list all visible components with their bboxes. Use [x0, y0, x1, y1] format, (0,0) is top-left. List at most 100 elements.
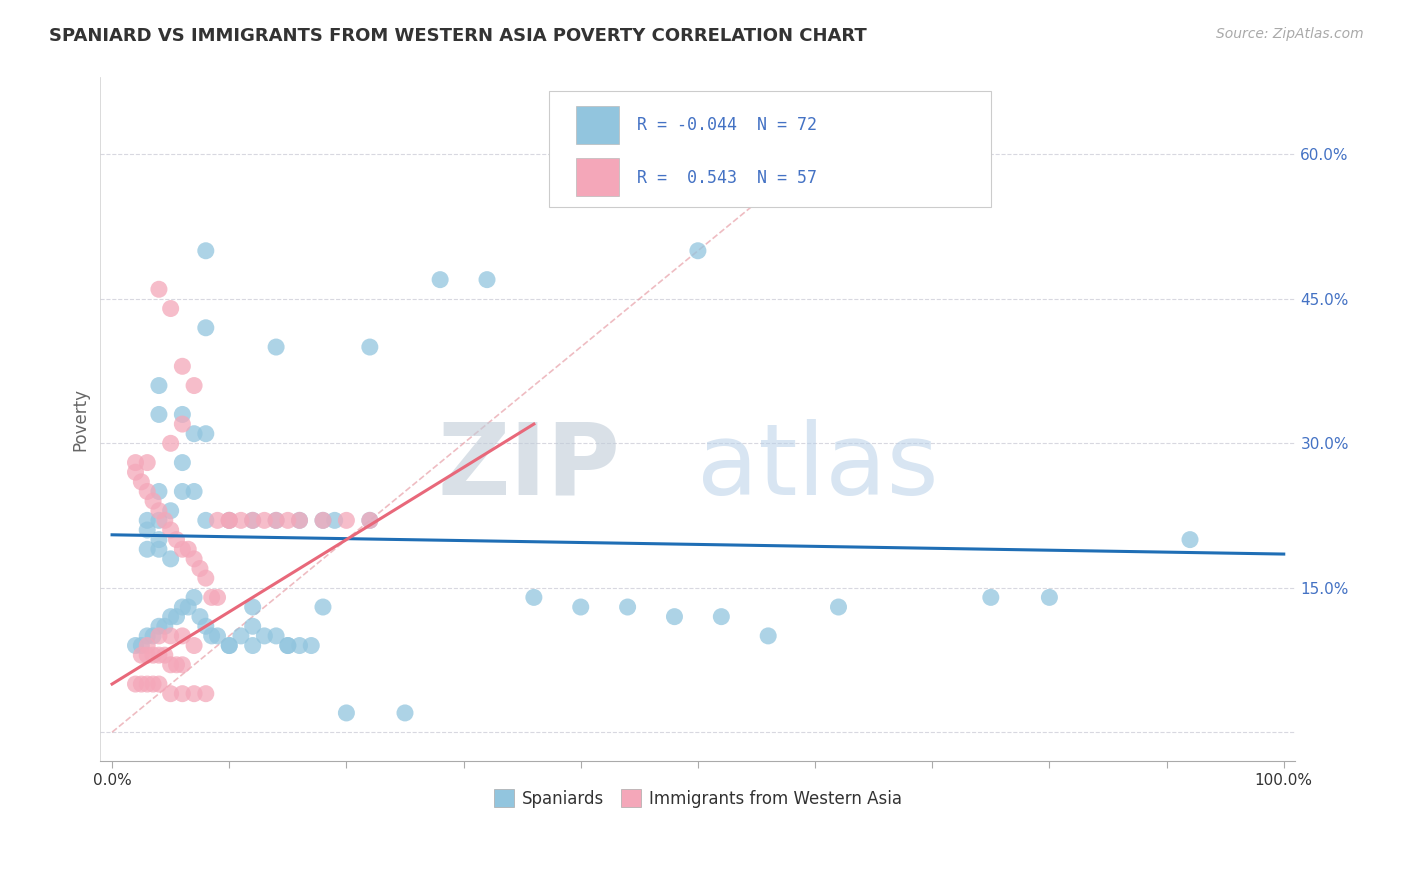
Point [172, 408, 194, 422]
Point [394, 706, 416, 720]
Point [183, 378, 205, 392]
Point [153, 513, 176, 527]
Bar [576, 158, 619, 195]
Point [207, 513, 229, 527]
Point [172, 359, 194, 374]
Point [172, 629, 194, 643]
Point [159, 523, 181, 537]
Point [686, 244, 709, 258]
Point [172, 687, 194, 701]
Point [142, 629, 165, 643]
Point [124, 639, 146, 653]
Point [1178, 533, 1201, 547]
Point [131, 648, 153, 662]
Point [183, 552, 205, 566]
Point [148, 619, 170, 633]
Point [124, 677, 146, 691]
Point [183, 591, 205, 605]
Point [159, 436, 181, 450]
Point [218, 513, 240, 527]
Point [159, 687, 181, 701]
Point [131, 639, 153, 653]
Point [194, 426, 217, 441]
Point [264, 513, 287, 527]
Point [188, 561, 211, 575]
Point [148, 513, 170, 527]
Point [312, 513, 335, 527]
Point [242, 513, 264, 527]
Point [159, 301, 181, 316]
Point [177, 542, 200, 557]
Point [166, 657, 188, 672]
Point [183, 426, 205, 441]
Point [159, 629, 181, 643]
Point [142, 494, 165, 508]
Point [136, 523, 159, 537]
Point [136, 513, 159, 527]
Point [194, 687, 217, 701]
Point [242, 513, 264, 527]
Point [664, 609, 686, 624]
Point [194, 571, 217, 585]
Point [148, 282, 170, 296]
Point [323, 513, 346, 527]
Point [136, 629, 159, 643]
Point [159, 657, 181, 672]
Point [177, 600, 200, 615]
Point [277, 639, 299, 653]
Point [172, 657, 194, 672]
Text: ZIP: ZIP [437, 418, 620, 516]
Point [148, 648, 170, 662]
Point [124, 456, 146, 470]
Point [148, 378, 170, 392]
Point [194, 619, 217, 633]
Point [201, 629, 224, 643]
Point [569, 600, 592, 615]
Point [312, 600, 335, 615]
Point [710, 609, 733, 624]
Point [218, 513, 240, 527]
Point [194, 513, 217, 527]
Point [218, 513, 240, 527]
Point [312, 513, 335, 527]
Point [148, 484, 170, 499]
Point [159, 504, 181, 518]
Point [756, 629, 779, 643]
Point [159, 552, 181, 566]
Point [335, 513, 357, 527]
Point [475, 273, 498, 287]
Bar [576, 106, 619, 144]
Point [172, 484, 194, 499]
Point [229, 513, 252, 527]
Point [980, 591, 1002, 605]
Point [142, 648, 165, 662]
Point [253, 513, 276, 527]
Point [277, 513, 299, 527]
Point [201, 591, 224, 605]
Point [136, 484, 159, 499]
Point [136, 648, 159, 662]
Point [172, 417, 194, 431]
Point [148, 542, 170, 557]
Point [124, 465, 146, 479]
Point [131, 677, 153, 691]
Point [153, 619, 176, 633]
Point [264, 340, 287, 354]
Point [172, 542, 194, 557]
Point [277, 639, 299, 653]
Point [1038, 591, 1060, 605]
Point [194, 244, 217, 258]
Point [148, 504, 170, 518]
Point [136, 639, 159, 653]
Point [616, 600, 638, 615]
Point [242, 600, 264, 615]
Point [166, 609, 188, 624]
Point [153, 648, 176, 662]
Point [194, 320, 217, 334]
Point [131, 475, 153, 489]
Point [148, 629, 170, 643]
Text: atlas: atlas [696, 418, 938, 516]
Point [172, 600, 194, 615]
Point [136, 456, 159, 470]
Point [299, 639, 322, 653]
